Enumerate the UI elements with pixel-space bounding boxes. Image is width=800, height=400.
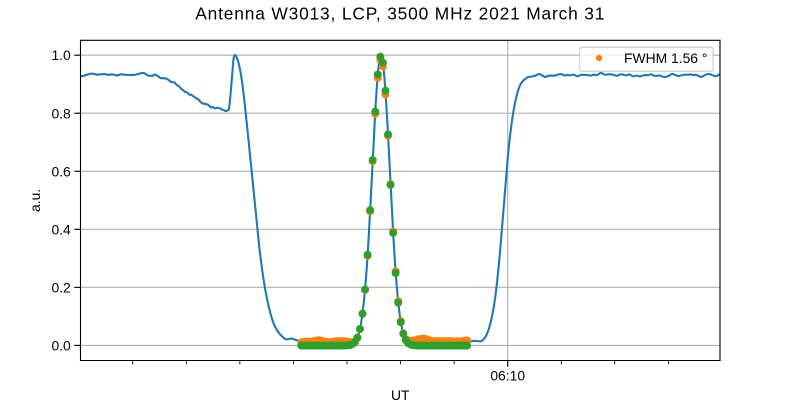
svg-text:0.4: 0.4 (51, 221, 71, 237)
svg-text:UT: UT (391, 387, 410, 400)
svg-text:06:10: 06:10 (490, 367, 525, 383)
svg-text:0.2: 0.2 (51, 279, 71, 295)
svg-text:0.6: 0.6 (51, 163, 71, 179)
svg-text:FWHM 1.56 °: FWHM 1.56 ° (624, 50, 707, 66)
svg-text:a.u.: a.u. (27, 189, 43, 212)
svg-text:Antenna W3013, LCP, 3500 MHz 2: Antenna W3013, LCP, 3500 MHz 2021 March … (195, 3, 605, 23)
svg-text:0.0: 0.0 (51, 337, 71, 353)
svg-text:1.0: 1.0 (51, 47, 71, 63)
svg-text:0.8: 0.8 (51, 105, 71, 121)
